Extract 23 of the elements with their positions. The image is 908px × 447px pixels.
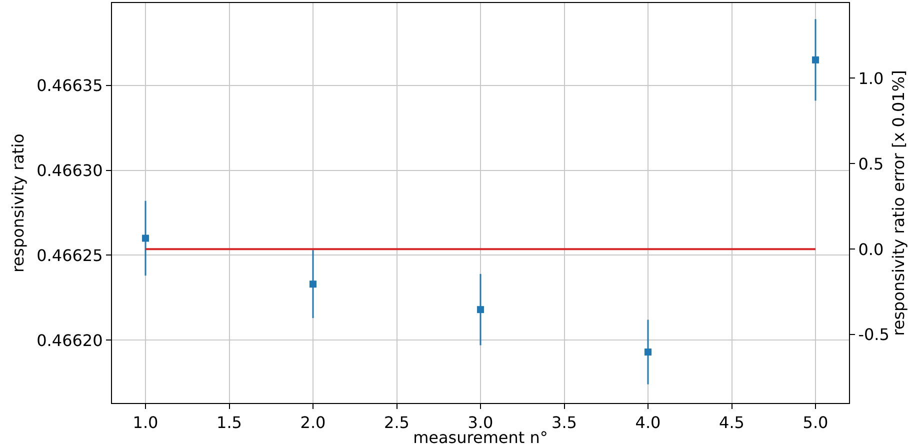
y-axis-title: responsivity ratio (8, 134, 28, 272)
point (477, 306, 484, 314)
point (142, 234, 149, 242)
x-tick-label: 5.0 (802, 413, 828, 432)
x-tick-label: 2.0 (300, 413, 326, 432)
x-tick-label: 3.5 (552, 413, 577, 432)
point (310, 280, 316, 288)
x-tick-label: 1.5 (216, 413, 242, 432)
y-tick-label: 0.46630 (36, 160, 103, 180)
x-tick-label: 4.0 (635, 413, 661, 432)
y-tick-label: 0.46625 (36, 246, 103, 265)
y2-tick-label: 1.0 (858, 68, 884, 88)
y-tick-label: 0.46620 (36, 330, 103, 350)
x-tick-label: 4.5 (719, 413, 744, 432)
y2-tick-label: 0.0 (858, 240, 884, 259)
y2-tick-label: 0.5 (858, 154, 884, 174)
y2-tick-label: -0.5 (858, 325, 890, 344)
point (644, 348, 652, 356)
x-tick-label: 1.0 (132, 413, 158, 432)
y-tick-label: 0.46635 (36, 76, 103, 95)
x-tick-label: 2.5 (384, 413, 410, 432)
point (812, 56, 819, 64)
y2-axis-title: responsivity ratio error [x 0.01%] (889, 70, 908, 336)
